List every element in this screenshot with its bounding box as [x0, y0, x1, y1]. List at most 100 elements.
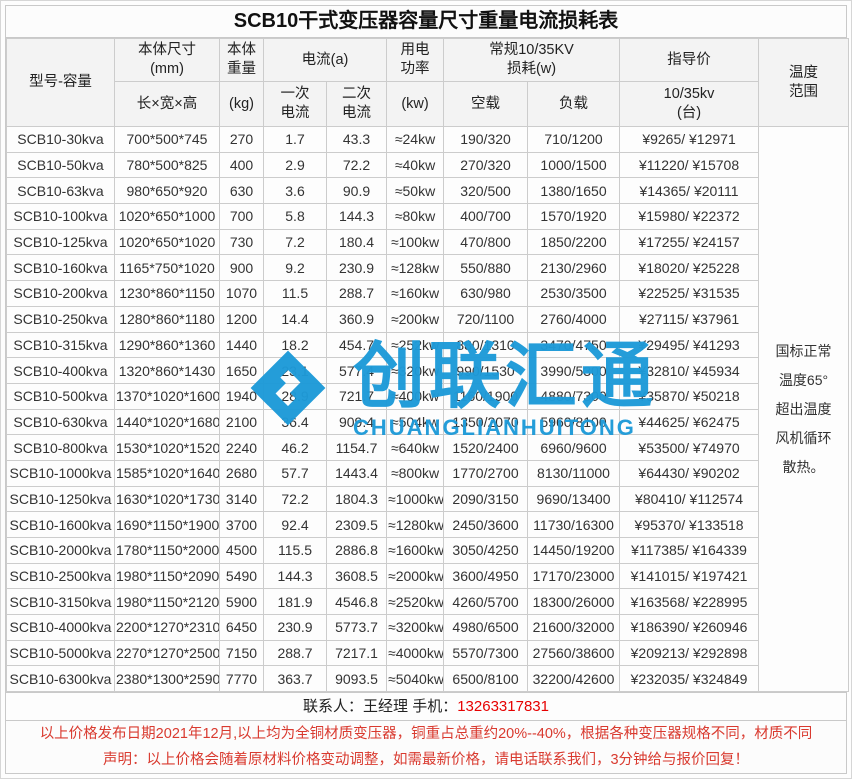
cell-model: SCB10-100kva — [6, 203, 115, 230]
cell-i1: 28.9 — [263, 382, 327, 410]
cell-price: ¥209213/ ¥292898 — [619, 639, 760, 667]
cell-weight: 3140 — [219, 485, 264, 513]
cell-power: ≈128kw — [386, 254, 445, 282]
cell-model: SCB10-315kva — [6, 331, 115, 359]
cell-dims: 1630*1020*1730 — [114, 485, 220, 513]
table-row: SCB10-160kva 1165*750*1020 900 9.2 230.9 ≈128… — [6, 254, 849, 282]
cell-model: SCB10-125kva — [6, 228, 115, 256]
cell-power: ≈320kw — [386, 357, 445, 384]
spec-table: 型号-容量 本体尺寸 (mm) 本体 重量 电流(a) 用电 功率 常规10/3… — [6, 38, 850, 693]
cell-price: ¥117385/ ¥164339 — [619, 537, 760, 564]
cell-noload: 400/700 — [443, 203, 529, 230]
cell-dims: 1980*1150*2120 — [114, 588, 220, 616]
cell-weight: 5900 — [219, 588, 264, 616]
cell-load: 11730/16300 — [527, 511, 621, 538]
table-row: SCB10-3150kva 1980*1150*2120 5900 181.9 4546… — [6, 588, 849, 616]
cell-model: SCB10-50kva — [6, 151, 115, 179]
table-row: SCB10-50kva 780*500*825 400 2.9 72.2 ≈40kw 270… — [6, 151, 849, 179]
temperature-note: 国标正常 温度65° 超出温度 风机循环 散热。 — [758, 125, 850, 693]
cell-dims: 2200*1270*2310 — [114, 614, 220, 641]
cell-price: ¥44625/ ¥62475 — [619, 408, 760, 436]
cell-dims: 1780*1150*2000 — [114, 537, 220, 564]
cell-weight: 1200 — [219, 305, 264, 333]
cell-model: SCB10-250kva — [6, 305, 115, 333]
cell-dims: 1980*1150*2090 — [114, 562, 220, 590]
cell-model: SCB10-5000kva — [6, 639, 115, 667]
cell-weight: 3700 — [219, 511, 264, 538]
contact-label: 联系人：王经理 手机： — [303, 698, 458, 716]
cell-i1: 9.2 — [263, 254, 327, 282]
col-header-current-group: 电流(a) — [262, 38, 388, 82]
cell-i2: 144.3 — [325, 203, 388, 230]
cell-load: 1850/2200 — [527, 228, 621, 256]
cell-i2: 1804.3 — [325, 485, 388, 513]
cell-power: ≈3200kw — [386, 614, 445, 641]
cell-price: ¥53500/ ¥74970 — [619, 434, 760, 461]
cell-power: ≈24kw — [386, 126, 445, 153]
cell-i1: 57.7 — [263, 459, 327, 487]
col-header-secondary-current: 二次 电流 — [325, 81, 388, 127]
cell-load: 27560/38600 — [527, 639, 621, 667]
cell-i2: 1154.7 — [325, 434, 388, 461]
cell-i1: 363.7 — [263, 665, 327, 693]
col-header-price: 指导价 — [619, 38, 760, 82]
col-header-temperature: 温度 范围 — [758, 38, 850, 127]
cell-noload: 2090/3150 — [443, 485, 529, 513]
cell-weight: 1650 — [219, 357, 264, 384]
notice-line-2: 声明：以上价格会随着原材料价格变动调整，如需最新价格，请电话联系我们，3分钟给与… — [102, 752, 750, 769]
cell-i1: 3.6 — [263, 177, 327, 205]
cell-price: ¥232035/ ¥324849 — [619, 665, 760, 693]
cell-dims: 2270*1270*2500 — [114, 639, 220, 667]
table-row: SCB10-500kva 1370*1020*1600 1940 28.9 721.7 ≈… — [6, 382, 849, 410]
cell-price: ¥18020/ ¥25228 — [619, 254, 760, 282]
table-row: SCB10-2000kva 1780*1150*2000 4500 115.5 2886… — [6, 537, 849, 564]
cell-price: ¥95370/ ¥133518 — [619, 511, 760, 538]
cell-i2: 288.7 — [325, 280, 388, 307]
cell-i2: 2886.8 — [325, 537, 388, 564]
cell-load: 1380/1650 — [527, 177, 621, 205]
cell-dims: 1440*1020*1680 — [114, 408, 220, 436]
cell-dims: 1320*860*1430 — [114, 357, 220, 384]
cell-model: SCB10-1600kva — [6, 511, 115, 538]
cell-price: ¥27115/ ¥37961 — [619, 305, 760, 333]
table-row: SCB10-250kva 1280*860*1180 1200 14.4 360.9 ≈2… — [6, 305, 849, 333]
cell-model: SCB10-4000kva — [6, 614, 115, 641]
cell-weight: 2100 — [219, 408, 264, 436]
table-row: SCB10-63kva 980*650*920 630 3.6 90.9 ≈50kw 320… — [6, 177, 849, 205]
cell-noload: 2450/3600 — [443, 511, 529, 538]
cell-i2: 909.4 — [325, 408, 388, 436]
cell-model: SCB10-400kva — [6, 357, 115, 384]
cell-weight: 1440 — [219, 331, 264, 359]
cell-model: SCB10-1250kva — [6, 485, 115, 513]
cell-load: 3990/5300 — [527, 357, 621, 384]
cell-power: ≈160kw — [386, 280, 445, 307]
cell-model: SCB10-63kva — [6, 177, 115, 205]
table-header: 型号-容量 本体尺寸 (mm) 本体 重量 电流(a) 用电 功率 常规10/3… — [6, 38, 850, 127]
cell-i2: 9093.5 — [325, 665, 388, 693]
cell-price: ¥15980/ ¥22372 — [619, 203, 760, 230]
cell-i1: 18.2 — [263, 331, 327, 359]
cell-power: ≈400kw — [386, 382, 445, 410]
cell-price: ¥11220/ ¥15708 — [619, 151, 760, 179]
cell-i2: 721.7 — [325, 382, 388, 410]
cell-power: ≈504kw — [386, 408, 445, 436]
cell-load: 17170/23000 — [527, 562, 621, 590]
table-row: SCB10-30kva 700*500*745 270 1.7 43.3 ≈24kw 190… — [6, 125, 850, 693]
cell-noload: 550/880 — [443, 254, 529, 282]
cell-load: 3470/4750 — [527, 331, 621, 359]
cell-noload: 270/320 — [443, 151, 529, 179]
cell-i1: 7.2 — [263, 228, 327, 256]
cell-noload: 3600/4950 — [443, 562, 529, 590]
cell-model: SCB10-6300kva — [6, 665, 115, 693]
cell-i1: 72.2 — [263, 485, 327, 513]
cell-i2: 72.2 — [325, 151, 388, 179]
cell-power: ≈5040kw — [386, 665, 445, 693]
cell-load: 2130/2960 — [527, 254, 621, 282]
phone-number: 13263317831 — [457, 698, 549, 716]
cell-load: 8130/11000 — [527, 459, 621, 487]
cell-i1: 288.7 — [263, 639, 327, 667]
cell-price: ¥17255/ ¥24157 — [619, 228, 760, 256]
cell-weight: 270 — [219, 126, 264, 153]
cell-i2: 7217.1 — [325, 639, 388, 667]
cell-model: SCB10-2500kva — [6, 562, 115, 590]
